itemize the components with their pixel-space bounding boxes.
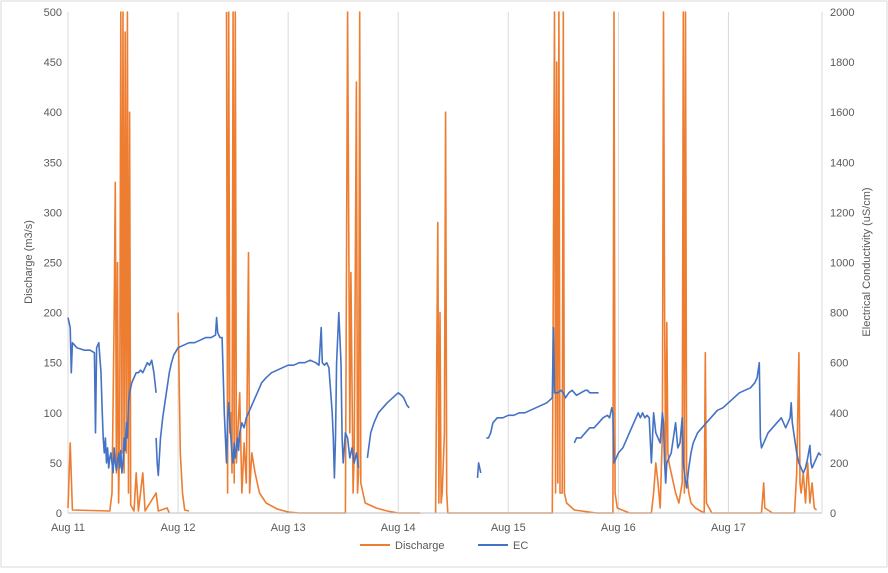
series-line-segment (486, 326, 599, 439)
grid (67, 12, 823, 513)
x-tick-label: Aug 16 (601, 522, 636, 534)
series-line-segment (67, 11, 171, 514)
y-right-tick-label: 1400 (830, 157, 854, 169)
y-left-tick-label: 50 (50, 458, 62, 470)
y-left-tick-label: 200 (44, 308, 62, 320)
series-ec (67, 311, 822, 489)
legend-label: Discharge (395, 540, 445, 552)
y-left-tick-label: 250 (44, 258, 62, 270)
y-right-tick-label: 1600 (830, 107, 854, 119)
y-right-tick-label: 600 (830, 358, 848, 370)
series-line-segment (155, 311, 360, 479)
y-right-tick-label: 1200 (830, 207, 854, 219)
y-left-axis-title: Discharge (m3/s) (23, 220, 35, 304)
x-tick-label: Aug 11 (51, 522, 85, 534)
y-right-tick-label: 2000 (830, 7, 854, 19)
series-line-segment (476, 462, 482, 478)
series-line-segment (225, 11, 421, 514)
series-line-segment (573, 361, 822, 489)
y-right-tick-label: 200 (830, 458, 848, 470)
x-tick-label: Aug 12 (161, 522, 196, 534)
x-tick-label: Aug 14 (381, 522, 416, 534)
y-left-tick-label: 100 (44, 408, 62, 420)
series-line-segment (366, 391, 410, 459)
y-left-tick-label: 150 (44, 358, 62, 370)
y-right-tick-label: 1800 (830, 57, 854, 69)
y-left-tick-label: 0 (56, 508, 62, 520)
y-left-tick-label: 500 (44, 7, 62, 19)
series-discharge (67, 11, 818, 514)
x-tick-label: Aug 17 (711, 522, 746, 534)
axes: Aug 11 Aug 12 Aug 13 Aug 14 Aug 15 Aug 16 Aug … (44, 7, 855, 534)
x-tick-label: Aug 15 (491, 522, 526, 534)
series-line-segment (464, 11, 818, 514)
legend-label: EC (513, 540, 528, 552)
x-tick-label: Aug 13 (271, 522, 306, 534)
series-line-segment (177, 312, 190, 512)
y-right-tick-label: 1000 (830, 258, 854, 270)
series-layer (67, 11, 822, 514)
y-left-tick-label: 450 (44, 57, 62, 69)
series-line-segment (434, 111, 465, 514)
y-right-tick-label: 800 (830, 308, 848, 320)
y-left-tick-label: 350 (44, 157, 62, 169)
series-line-segment (67, 317, 157, 474)
y-right-axis-title: Electrical Conductivity (uS/cm) (861, 187, 873, 336)
y-right-tick-label: 0 (830, 508, 836, 520)
y-right-tick-label: 400 (830, 408, 848, 420)
legend: Discharge EC (360, 540, 528, 552)
y-left-tick-label: 300 (44, 207, 62, 219)
y-left-tick-label: 400 (44, 107, 62, 119)
